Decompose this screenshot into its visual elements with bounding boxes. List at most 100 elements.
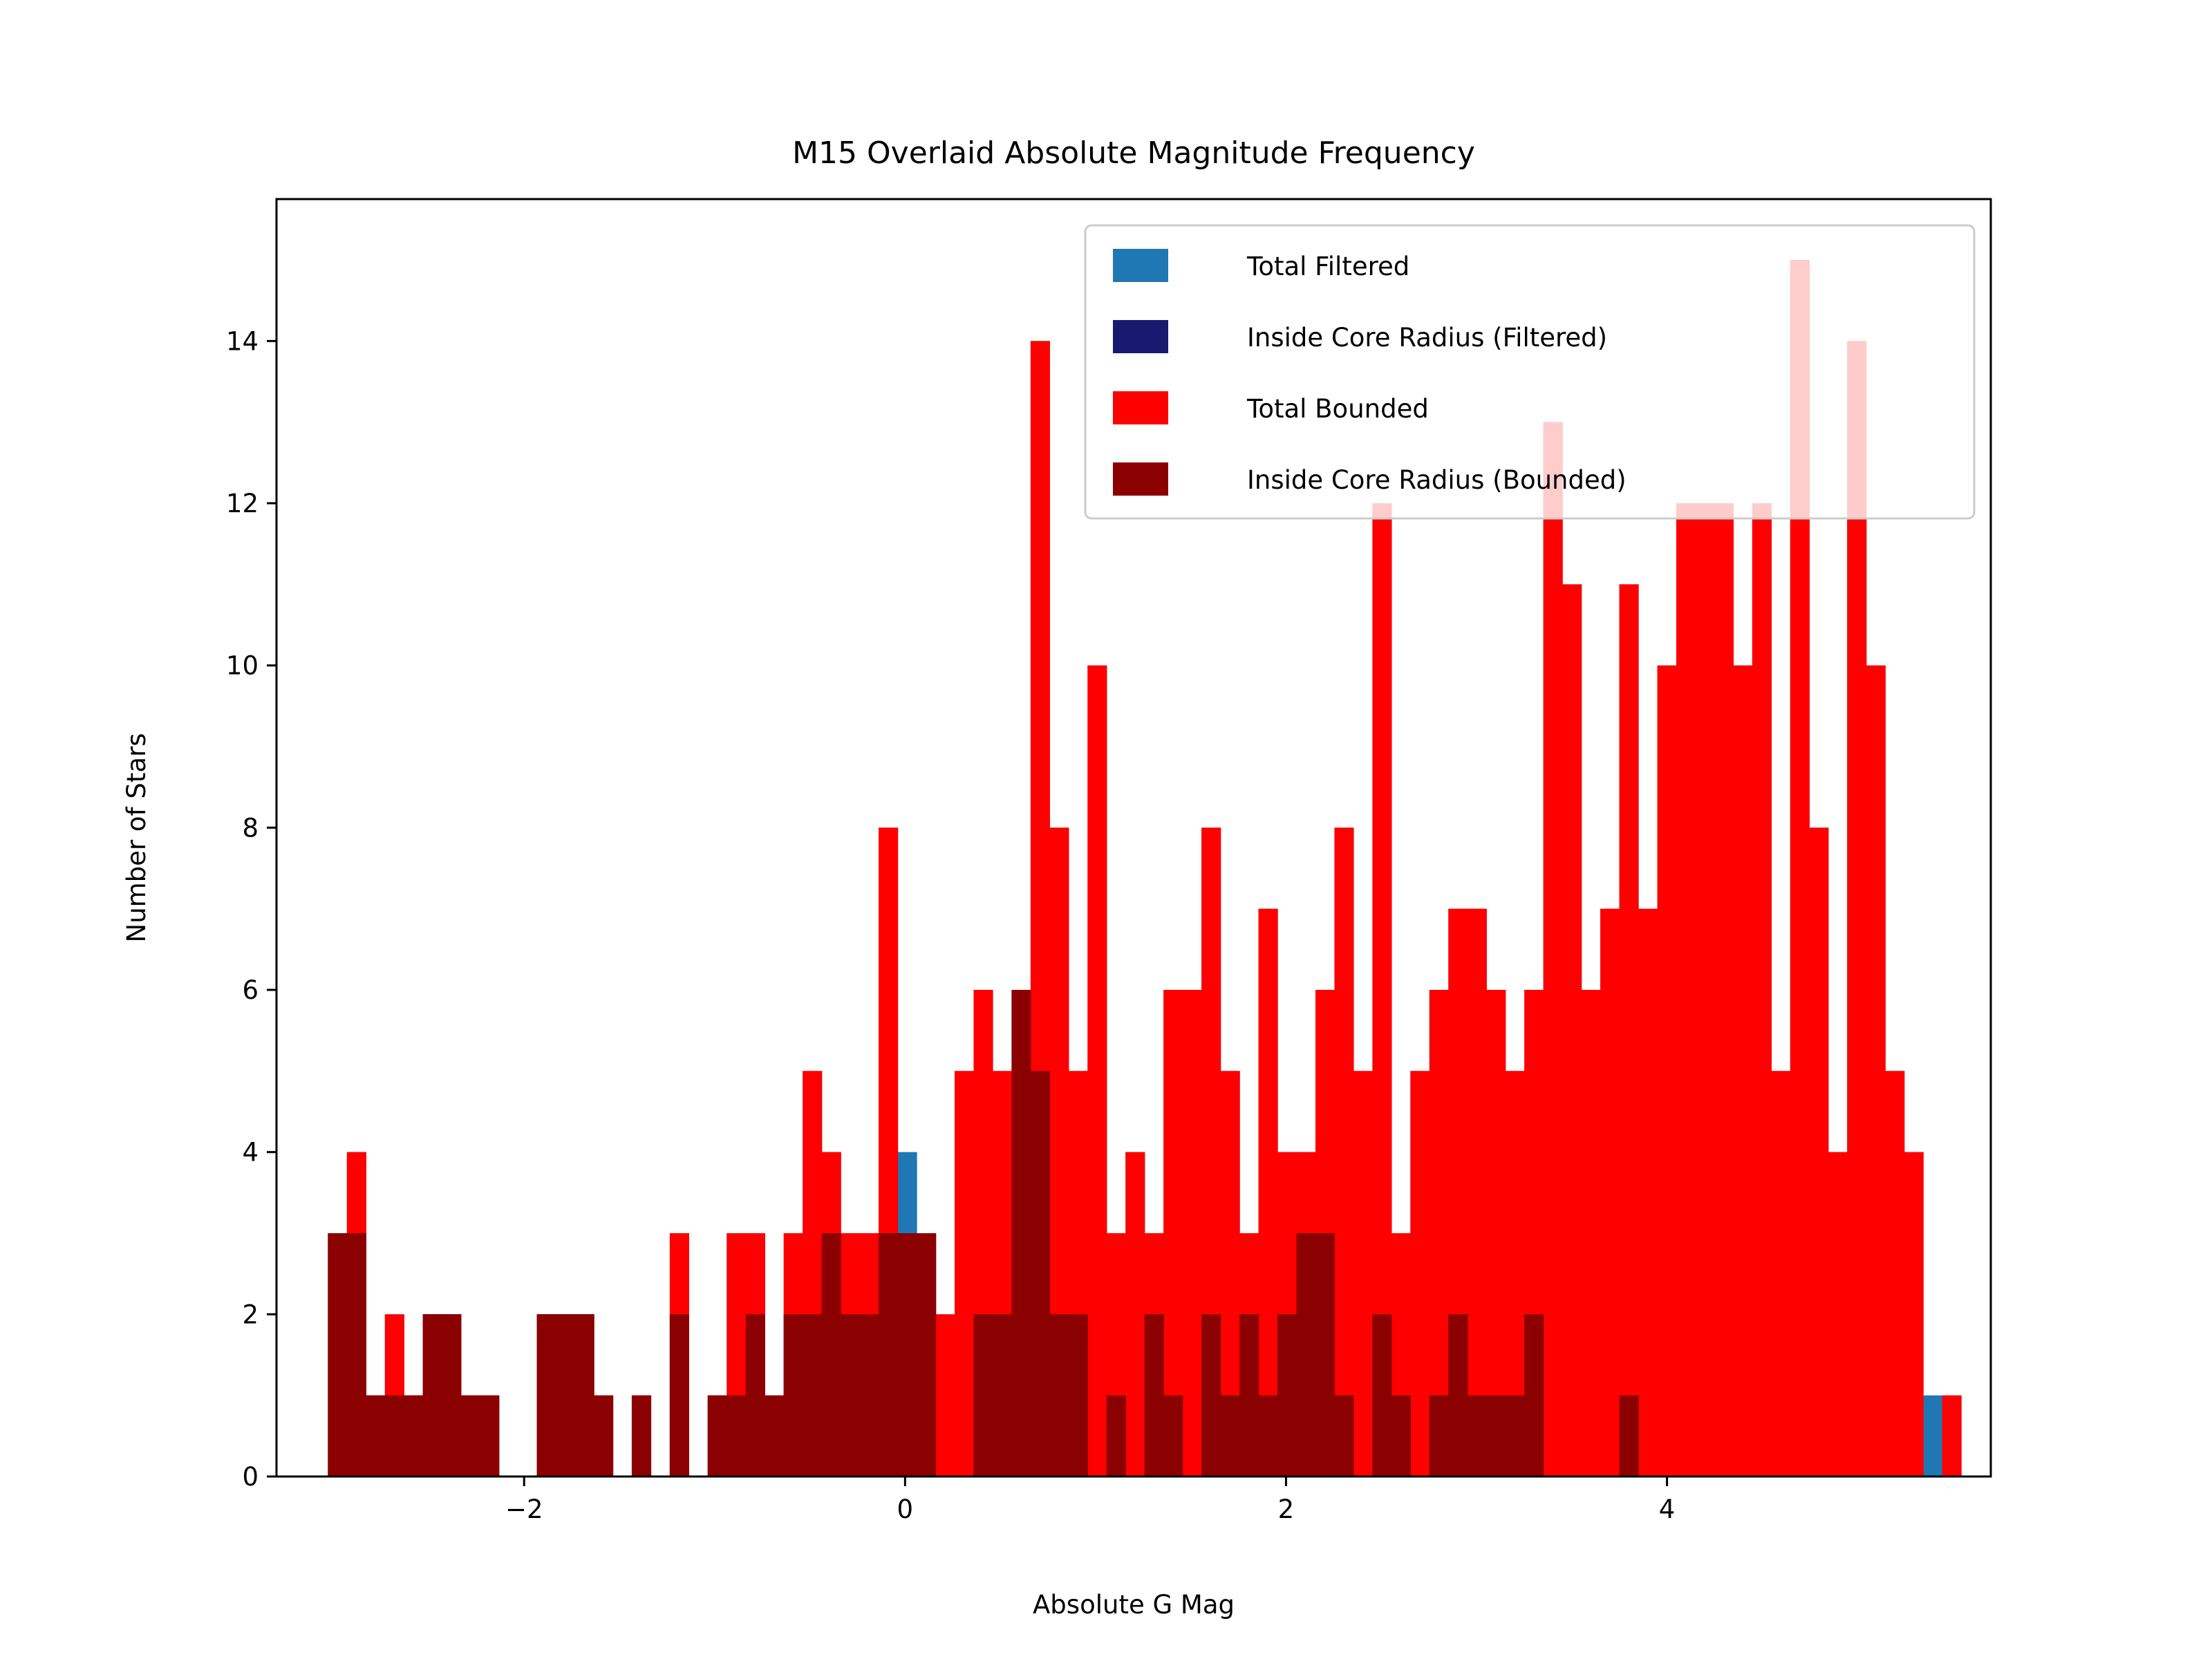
- bar-total-bounded: [1125, 1152, 1145, 1477]
- bar-inside-core-radius-bounded: [803, 1314, 823, 1477]
- bar-inside-core-radius-bounded: [631, 1395, 652, 1477]
- bar-inside-core-radius-bounded: [1277, 1314, 1297, 1477]
- y-tick-label: 2: [242, 1300, 259, 1329]
- bar-inside-core-radius-bounded: [879, 1233, 899, 1477]
- bar-inside-core-radius-bounded: [1467, 1395, 1487, 1477]
- legend-box: [1084, 224, 1976, 520]
- y-tick-label: 12: [226, 489, 259, 518]
- bar-total-bounded: [1163, 990, 1183, 1477]
- bar-total-bounded: [1467, 908, 1487, 1477]
- legend-label: Total Bounded: [1246, 394, 1429, 424]
- bar-inside-core-radius-bounded: [442, 1314, 462, 1477]
- bar-inside-core-radius-bounded: [821, 1233, 841, 1477]
- bar-inside-core-radius-bounded: [480, 1395, 500, 1477]
- bar-inside-core-radius-bounded: [556, 1314, 576, 1477]
- bar-total-bounded: [935, 1314, 955, 1477]
- bar-inside-core-radius-bounded: [1258, 1395, 1278, 1477]
- x-tick-label: 2: [1278, 1494, 1295, 1524]
- bar-inside-core-radius-bounded: [1106, 1395, 1126, 1477]
- y-tick-label: 8: [242, 813, 259, 843]
- x-tick-label: 4: [1659, 1494, 1676, 1524]
- bar-inside-core-radius-bounded: [1163, 1395, 1183, 1477]
- bar-inside-core-radius-bounded: [404, 1395, 424, 1477]
- bar-inside-core-radius-bounded: [1030, 1071, 1050, 1477]
- plot-frame: [275, 198, 1992, 1478]
- x-axis-label: Absolute G Mag: [1033, 1590, 1235, 1620]
- bar-inside-core-radius-bounded: [1049, 1314, 1069, 1477]
- bar-inside-core-radius-bounded: [783, 1314, 803, 1477]
- bar-inside-core-radius-bounded: [841, 1314, 861, 1477]
- bar-inside-core-radius-bounded: [422, 1314, 442, 1477]
- bar-total-bounded: [1771, 1071, 1791, 1477]
- bar-inside-core-radius-bounded: [460, 1395, 480, 1477]
- bar-total-bounded: [1600, 908, 1620, 1477]
- bar-inside-core-radius-bounded: [1429, 1395, 1449, 1477]
- bar-total-bounded: [1182, 990, 1202, 1477]
- bar-inside-core-radius-bounded: [366, 1395, 386, 1477]
- bar-total-bounded: [1866, 665, 1886, 1477]
- bar-inside-core-radius-bounded: [745, 1314, 765, 1477]
- bar-total-bounded: [1676, 503, 1696, 1477]
- bar-inside-core-radius-bounded: [574, 1314, 594, 1477]
- y-tick-label: 6: [242, 975, 259, 1005]
- bar-total-bounded: [1847, 341, 1867, 1477]
- bar-inside-core-radius-bounded: [1619, 1395, 1639, 1477]
- bar-total-bounded: [1733, 665, 1753, 1477]
- bar-total-bounded: [1695, 503, 1715, 1477]
- bar-inside-core-radius-bounded: [384, 1395, 404, 1477]
- bar-inside-core-radius-bounded: [973, 1314, 993, 1477]
- bar-total-bounded: [1486, 990, 1506, 1477]
- bar-total-bounded: [1828, 1152, 1848, 1477]
- y-axis-label: Number of Stars: [122, 733, 151, 943]
- y-tick-label: 4: [242, 1138, 259, 1168]
- bar-inside-core-radius-bounded: [765, 1395, 785, 1477]
- bar-total-bounded: [1581, 990, 1601, 1477]
- bar-inside-core-radius-bounded: [727, 1395, 747, 1477]
- bar-total-bounded: [1942, 1395, 1962, 1477]
- bar-total-bounded: [1410, 1071, 1430, 1477]
- bar-inside-core-radius-bounded: [1448, 1314, 1468, 1477]
- bar-total-bounded: [1562, 584, 1582, 1477]
- bar-total-bounded: [1353, 1071, 1374, 1477]
- legend-swatch: [1113, 462, 1168, 496]
- legend: Total Filtered Inside Core Radius (Filter…: [1084, 224, 1976, 520]
- bar-inside-core-radius-bounded: [1334, 1395, 1354, 1477]
- legend-swatch: [1113, 249, 1168, 282]
- bar-inside-core-radius-bounded: [897, 1233, 917, 1477]
- bar-inside-core-radius-bounded: [346, 1233, 366, 1477]
- legend-swatch: [1113, 391, 1168, 424]
- bar-inside-core-radius-bounded: [1486, 1395, 1506, 1477]
- bar-inside-core-radius-bounded: [1372, 1314, 1392, 1477]
- legend-swatch: [1113, 320, 1168, 353]
- bar-inside-core-radius-bounded: [1296, 1233, 1316, 1477]
- bar-inside-core-radius-bounded: [1239, 1314, 1259, 1477]
- chart-title: M15 Overlaid Absolute Magnitude Frequenc…: [792, 135, 1475, 171]
- legend-label: Inside Core Radius (Bounded): [1247, 465, 1627, 495]
- bar-inside-core-radius-bounded: [1201, 1314, 1221, 1477]
- bar-total-bounded: [1429, 990, 1449, 1477]
- bar-inside-core-radius-bounded: [1220, 1395, 1240, 1477]
- y-tick-label: 0: [242, 1462, 259, 1492]
- bar-inside-core-radius-bounded: [669, 1314, 689, 1477]
- bar-inside-core-radius-bounded: [1391, 1395, 1411, 1477]
- bar-inside-core-radius-bounded: [859, 1314, 879, 1477]
- legend-label: Total Filtered: [1246, 252, 1409, 281]
- legend-label: Inside Core Radius (Filtered): [1247, 323, 1607, 353]
- bar-total-bounded: [1619, 584, 1639, 1477]
- bar-total-bounded: [1752, 503, 1772, 1477]
- bar-total-bounded: [1258, 908, 1278, 1477]
- x-tick-label: 0: [897, 1494, 914, 1524]
- x-axis-ticks: −2 0 2 4: [505, 1477, 1675, 1524]
- bar-total-bounded: [1885, 1071, 1905, 1477]
- bar-total-bounded: [1809, 827, 1829, 1477]
- bar-total-bounded: [1638, 908, 1658, 1477]
- bar-inside-core-radius-bounded: [1524, 1314, 1544, 1477]
- bar-total-filtered: [1923, 1395, 1943, 1477]
- bar-inside-core-radius-bounded: [707, 1395, 727, 1477]
- bars-layer: [328, 260, 1962, 1477]
- bar-inside-core-radius-bounded: [1315, 1233, 1335, 1477]
- bar-inside-core-radius-bounded: [917, 1233, 937, 1477]
- bar-inside-core-radius-bounded: [594, 1395, 614, 1477]
- bar-total-bounded: [1904, 1152, 1924, 1477]
